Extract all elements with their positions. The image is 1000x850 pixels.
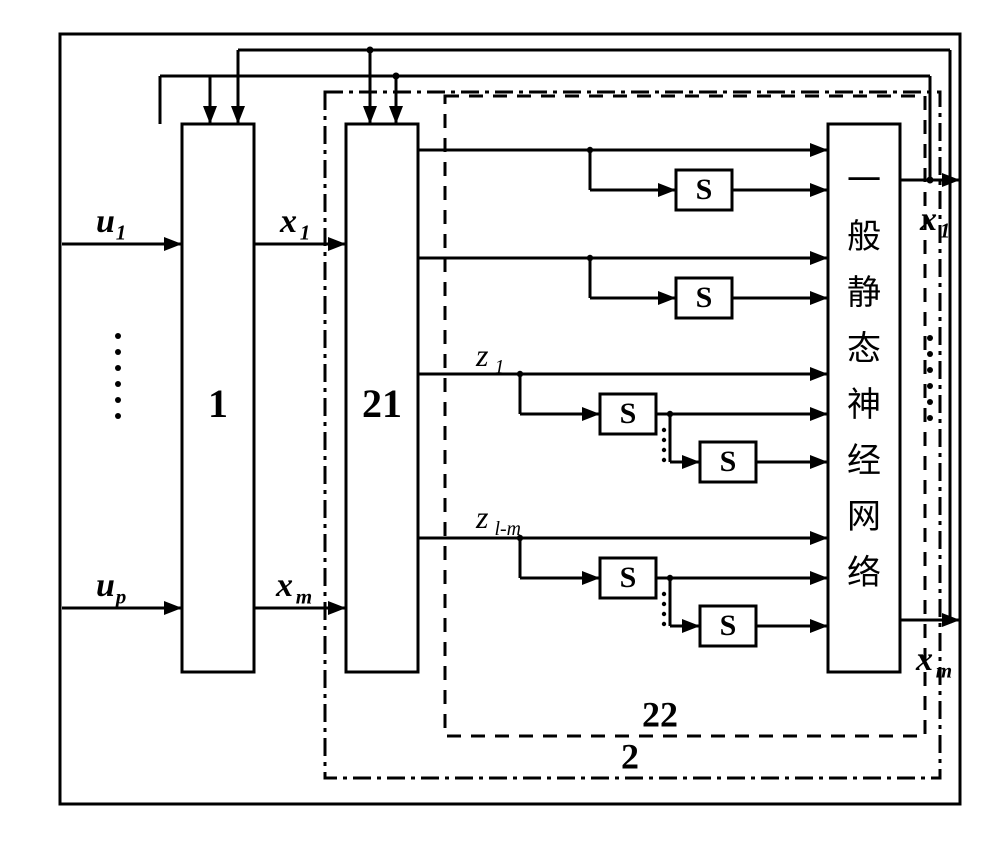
svg-text:m: m — [296, 584, 312, 608]
nn-block-label-char: 经 — [847, 442, 881, 480]
nn-block-label-char: 静 — [847, 274, 881, 312]
nn-block-label-char: 一 — [847, 163, 881, 200]
s-block-label: S — [620, 561, 637, 594]
block-1-label: 1 — [208, 381, 228, 426]
svg-text:z: z — [475, 337, 489, 373]
svg-text:x: x — [279, 203, 297, 240]
svg-text:x: x — [915, 641, 933, 678]
block-21-label: 21 — [362, 381, 402, 426]
svg-text:1: 1 — [116, 220, 127, 244]
region-2-label: 2 — [621, 736, 639, 776]
svg-text:p: p — [114, 584, 127, 608]
s-block-label: S — [620, 397, 637, 430]
s-block-label: S — [696, 281, 713, 314]
svg-text:u: u — [96, 203, 115, 240]
s-block-label: S — [696, 173, 713, 206]
svg-text:1: 1 — [495, 356, 505, 378]
svg-text:z: z — [475, 499, 489, 535]
svg-text:u: u — [96, 567, 115, 604]
nn-block-label-char: 络 — [847, 554, 881, 592]
svg-text:1: 1 — [300, 220, 311, 244]
svg-text:l-m: l-m — [495, 518, 521, 540]
svg-text:1: 1 — [940, 218, 951, 242]
s-block-label: S — [720, 609, 737, 642]
nn-block-label-char: 网 — [847, 499, 881, 536]
region-22-label: 22 — [642, 694, 678, 734]
svg-text:x: x — [919, 201, 937, 238]
nn-block-label-char: 神 — [847, 386, 881, 424]
svg-text:m: m — [936, 658, 952, 682]
nn-block-label-char: 般 — [847, 218, 881, 256]
svg-text:x: x — [275, 567, 293, 604]
s-block-label: S — [720, 445, 737, 478]
nn-block-label-char: 态 — [847, 330, 881, 368]
